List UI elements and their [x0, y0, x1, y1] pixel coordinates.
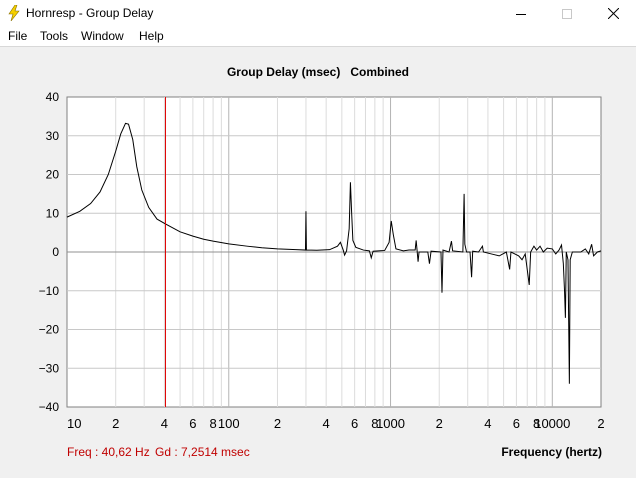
x-tick-label: 100: [218, 416, 240, 431]
chart-title: Group Delay (msec) Combined: [226, 65, 410, 79]
group-delay-series-line: [66, 122, 602, 384]
maximize-button[interactable]: [544, 0, 590, 27]
x-tick-label: 2: [274, 416, 281, 431]
status-group-delay: Gd : 7,2514 msec: [155, 445, 250, 459]
menu-bar: File Tools Window Help: [0, 27, 636, 46]
x-tick-label: 8: [371, 416, 378, 431]
x-tick-label: 6: [513, 416, 520, 431]
menu-separator: [0, 46, 636, 47]
minimize-button[interactable]: [498, 0, 544, 27]
status-frequency: Freq : 40,62 Hz: [67, 445, 150, 459]
y-tick-label: −30: [39, 361, 60, 375]
y-tick-label: −20: [39, 323, 60, 337]
x-tick-label: 2: [112, 416, 119, 431]
x-tick-label: 4: [161, 416, 168, 431]
y-tick-label: 0: [52, 245, 59, 259]
menu-tools[interactable]: Tools: [40, 29, 69, 43]
y-tick-label: 40: [46, 90, 60, 104]
menu-window[interactable]: Window: [81, 29, 124, 43]
y-axis-ticks: 40 30 20 10 0 −10 −20 −30 −40: [39, 90, 60, 414]
x-tick-label: 10: [67, 416, 81, 431]
y-tick-label: −10: [39, 284, 60, 298]
menu-file[interactable]: File: [8, 29, 28, 43]
y-tick-label: 30: [46, 129, 60, 143]
x-axis-title: Frequency (hertz): [501, 445, 602, 459]
close-icon: [607, 8, 619, 19]
lightning-bolt-icon: [8, 5, 20, 21]
x-tick-label: 4: [484, 416, 491, 431]
y-tick-label: 10: [46, 206, 60, 220]
x-tick-label: 6: [189, 416, 196, 431]
x-tick-label: 8: [533, 416, 540, 431]
x-tick-label: 10000: [534, 416, 570, 431]
menu-help[interactable]: Help: [139, 29, 164, 43]
y-tick-label: −40: [39, 400, 60, 414]
x-tick-label: 2: [597, 416, 604, 431]
x-tick-label: 6: [351, 416, 358, 431]
x-tick-label: 8: [209, 416, 216, 431]
minimize-icon: [516, 13, 526, 15]
window-title: Hornresp - Group Delay: [26, 6, 154, 20]
maximize-icon: [562, 8, 572, 19]
y-tick-label: 20: [46, 168, 60, 182]
x-tick-label: 1000: [376, 416, 405, 431]
close-button[interactable]: [590, 0, 636, 27]
title-bar: Hornresp - Group Delay: [0, 0, 636, 27]
x-tick-label: 4: [323, 416, 330, 431]
x-tick-label: 2: [436, 416, 443, 431]
